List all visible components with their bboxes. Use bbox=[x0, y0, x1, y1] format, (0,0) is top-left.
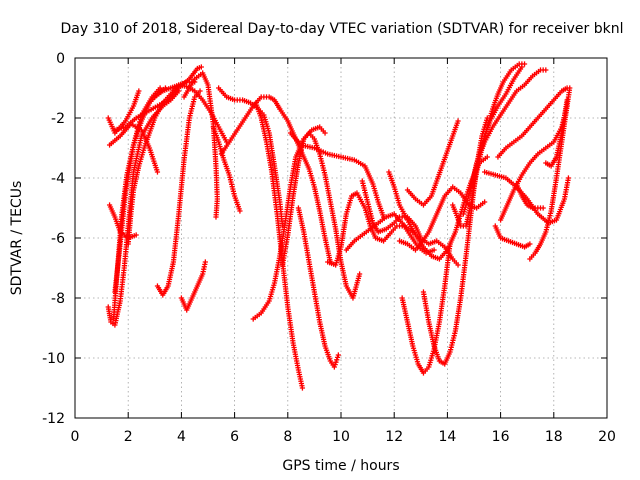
series-arc30 bbox=[450, 61, 528, 229]
x-axis-ticks: 0 2 4 6 8 10 12 14 16 18 20 bbox=[71, 58, 616, 445]
x-tick-label: 16 bbox=[492, 429, 510, 445]
x-tick-label: 12 bbox=[385, 429, 403, 445]
data-point bbox=[197, 88, 203, 94]
data-point bbox=[334, 354, 341, 360]
data-point bbox=[431, 247, 437, 253]
data-point bbox=[543, 67, 549, 73]
series-arc33 bbox=[492, 223, 533, 250]
data-point bbox=[332, 362, 338, 368]
series-arc23 bbox=[359, 178, 461, 268]
series-arc8 bbox=[125, 79, 198, 247]
y-tick-label: 0 bbox=[56, 51, 65, 67]
x-tick-label: 4 bbox=[177, 429, 186, 445]
data-point bbox=[331, 364, 337, 370]
series-arc2 bbox=[106, 121, 161, 175]
data-points bbox=[105, 61, 573, 391]
data-point bbox=[154, 169, 161, 175]
series-arc20 bbox=[295, 205, 341, 370]
y-tick-label: -10 bbox=[42, 351, 65, 367]
series-arc14 bbox=[218, 94, 283, 157]
data-point bbox=[136, 88, 142, 94]
series-arc27 bbox=[399, 241, 453, 376]
chart-title: Day 310 of 2018, Sidereal Day-to-day VTE… bbox=[61, 21, 624, 37]
data-point bbox=[198, 64, 204, 70]
series-arc39 bbox=[543, 97, 570, 169]
x-tick-label: 6 bbox=[230, 429, 239, 445]
series-arc18 bbox=[279, 130, 363, 301]
data-point bbox=[357, 271, 363, 277]
series-arc9 bbox=[154, 88, 203, 298]
y-axis-label: SDTVAR / TECUs bbox=[9, 181, 25, 296]
data-point bbox=[133, 232, 139, 238]
series-arc17 bbox=[250, 124, 328, 322]
data-point bbox=[237, 208, 243, 214]
data-point bbox=[565, 175, 572, 181]
x-tick-label: 0 bbox=[71, 429, 80, 445]
series-arc21 bbox=[287, 130, 387, 220]
data-point bbox=[482, 199, 488, 205]
data-point bbox=[333, 359, 339, 365]
data-point bbox=[447, 241, 453, 247]
data-point bbox=[484, 154, 490, 160]
data-point bbox=[455, 118, 461, 124]
data-point bbox=[521, 61, 528, 67]
series-arc34 bbox=[495, 85, 570, 160]
data-point bbox=[213, 214, 219, 220]
data-point bbox=[455, 262, 461, 268]
data-point bbox=[527, 241, 533, 247]
data-point bbox=[299, 385, 306, 391]
data-point bbox=[202, 259, 208, 265]
series-arc11 bbox=[178, 259, 208, 313]
series-arc32 bbox=[468, 67, 549, 190]
series-arc13 bbox=[210, 124, 243, 214]
data-point bbox=[334, 357, 340, 363]
y-axis-ticks: 0 -2 -4 -6 -8 -10 -12 bbox=[42, 51, 607, 427]
series-arc6 bbox=[112, 85, 163, 295]
data-point bbox=[322, 130, 328, 136]
data-point bbox=[157, 85, 163, 91]
x-tick-label: 14 bbox=[438, 429, 456, 445]
series-arc15 bbox=[216, 85, 286, 229]
data-point bbox=[564, 97, 570, 103]
series-arc24 bbox=[343, 211, 437, 256]
y-tick-label: -12 bbox=[42, 411, 65, 427]
x-tick-label: 18 bbox=[545, 429, 563, 445]
series-arc10 bbox=[152, 82, 230, 145]
x-tick-label: 2 bbox=[124, 429, 133, 445]
x-tick-label: 8 bbox=[283, 429, 292, 445]
series-arc29 bbox=[404, 118, 461, 208]
series-arc16 bbox=[253, 100, 306, 391]
series-arc22 bbox=[325, 190, 416, 268]
y-tick-label: -4 bbox=[51, 171, 65, 187]
data-point bbox=[567, 85, 573, 91]
y-tick-label: -8 bbox=[51, 291, 65, 307]
x-tick-label: 20 bbox=[598, 429, 616, 445]
y-tick-label: -6 bbox=[51, 231, 65, 247]
data-point bbox=[335, 352, 341, 358]
data-point bbox=[519, 64, 525, 70]
x-tick-label: 10 bbox=[332, 429, 350, 445]
data-point bbox=[540, 205, 546, 211]
x-axis-label: GPS time / hours bbox=[282, 458, 399, 474]
series-arc26 bbox=[396, 184, 488, 253]
y-tick-label: -2 bbox=[51, 111, 65, 127]
series-arc12 bbox=[181, 70, 220, 220]
